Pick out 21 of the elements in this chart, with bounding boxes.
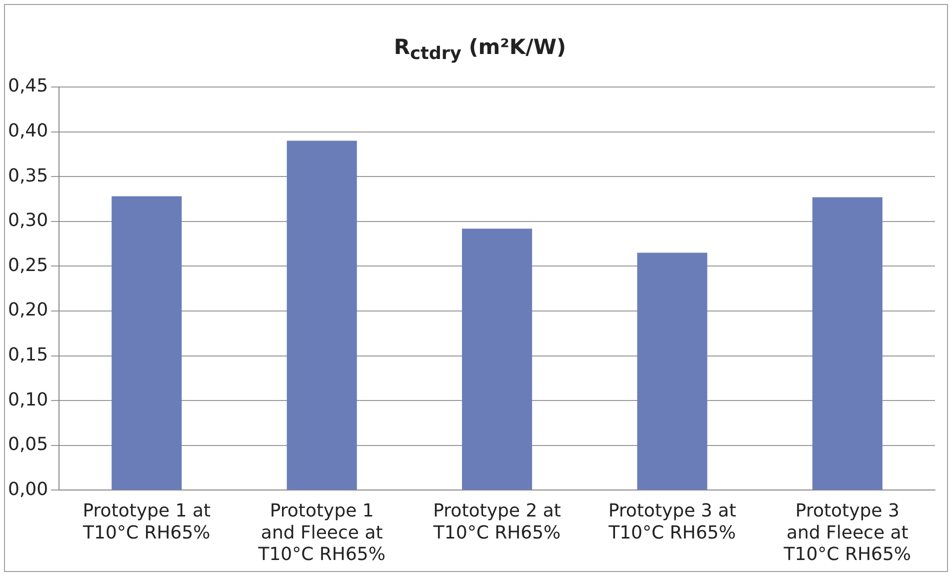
bar [637,252,708,490]
x-tick-label: Prototype 3 and Fleece at T10°C RH65% [782,500,912,565]
bar [812,197,882,490]
y-tick-label: 0,40 [8,120,48,142]
y-tick-label: 0,35 [8,165,48,186]
y-tick-label: 0,25 [8,254,48,276]
x-tick-label: Prototype 1 at T10°C RH65% [82,500,211,544]
y-tick-label: 0,45 [8,76,48,97]
y-tick-label: 0,15 [8,344,48,366]
x-tick-label: Prototype 1 and Fleece at T10°C RH65% [257,500,386,565]
y-tick-label: 0,05 [8,434,48,456]
y-tick-label: 0,00 [8,478,48,500]
y-tick-label: 0,20 [8,300,48,321]
chart-title: R$_{ctdry}$ (m²K/W) [392,35,568,64]
bar [462,228,532,490]
x-tick-label: Prototype 2 at T10°C RH65% [432,500,561,544]
bar [286,140,357,490]
x-tick-label: Prototype 3 at T10°C RH65% [608,500,736,544]
y-tick-label: 0,30 [8,210,48,232]
bar [112,196,182,490]
y-tick-label: 0,10 [8,389,48,410]
